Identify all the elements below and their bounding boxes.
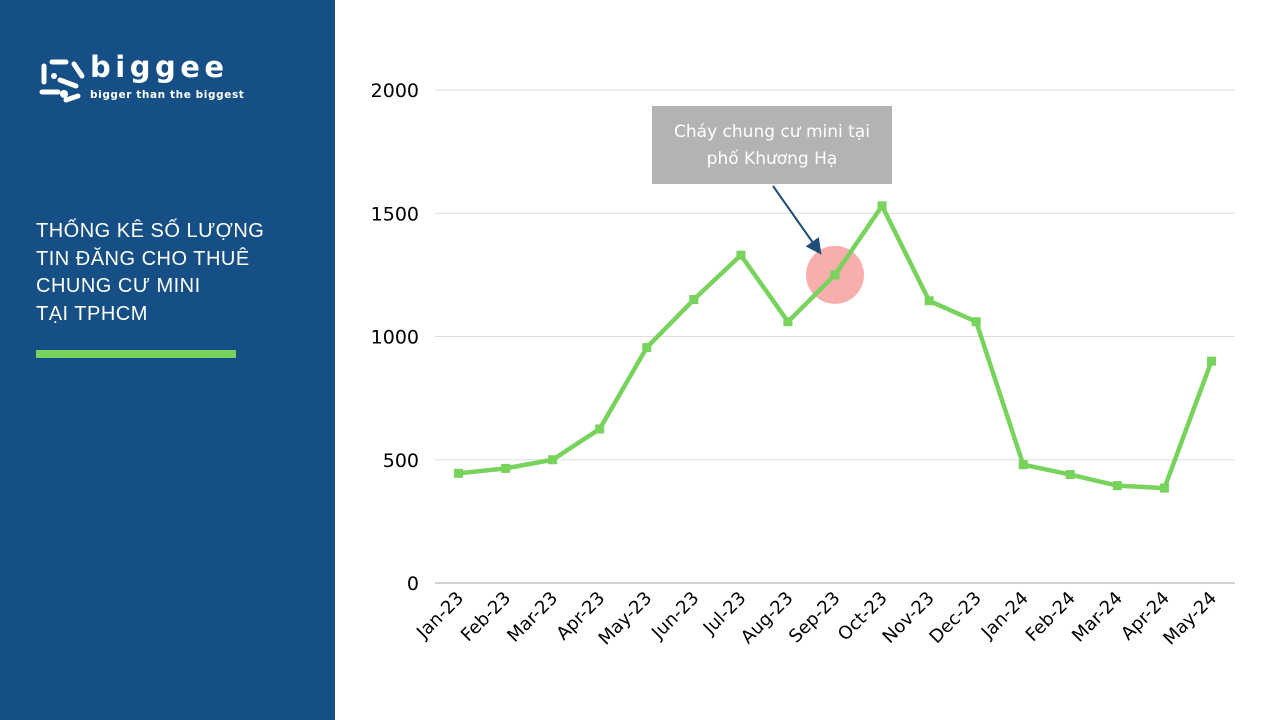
sidebar-title-line: THỐNG KÊ SỐ LƯỢNG — [36, 220, 265, 242]
data-point — [1112, 481, 1122, 491]
line-chart: 0500100015002000Jan-23Feb-23Mar-23Apr-23… — [371, 80, 1235, 650]
y-tick-label: 0 — [407, 573, 419, 595]
data-point — [1206, 356, 1216, 366]
data-point — [548, 455, 558, 465]
x-tick-label: Aug-23 — [737, 588, 797, 648]
accent-bar — [36, 350, 236, 358]
x-tick-label: Jan-23 — [412, 588, 468, 644]
data-point — [736, 250, 746, 260]
sidebar-title: THỐNG KÊ SỐ LƯỢNG TIN ĐĂNG CHO THUÊ CHUN… — [36, 218, 316, 328]
y-tick-label: 2000 — [371, 80, 419, 102]
data-point — [454, 468, 464, 478]
sidebar: biggee bigger than the biggest THỐNG KÊ … — [0, 0, 335, 720]
biggee-logo-mark-icon — [39, 59, 85, 103]
data-point — [595, 424, 605, 434]
y-tick-label: 1500 — [371, 203, 419, 225]
x-tick-label: Jan-24 — [977, 588, 1033, 644]
biggee-logo: biggee bigger than the biggest — [36, 50, 286, 108]
brand-name: biggee — [90, 50, 229, 84]
data-point — [1065, 470, 1075, 480]
x-tick-label: Mar-24 — [1068, 588, 1127, 647]
data-point — [1018, 460, 1028, 470]
x-tick-label: May-24 — [1159, 588, 1221, 650]
brand-tagline: bigger than the biggest — [90, 89, 245, 101]
sidebar-title-line: TẠI TPHCM — [36, 302, 148, 325]
data-point — [924, 296, 934, 306]
data-point — [1159, 483, 1169, 493]
x-tick-label: Mar-23 — [503, 588, 562, 647]
data-point — [501, 463, 511, 473]
x-tick-label: Sep-23 — [785, 588, 845, 648]
sidebar-title-line: TIN ĐĂNG CHO THUÊ — [36, 247, 250, 270]
x-tick-label: Dec-23 — [925, 588, 985, 648]
data-point — [971, 317, 981, 327]
x-tick-label: Nov-23 — [879, 588, 939, 648]
y-tick-label: 1000 — [371, 327, 419, 349]
data-point — [830, 270, 840, 280]
x-tick-label: May-23 — [595, 588, 657, 650]
annotation-arrow — [772, 185, 822, 255]
data-point — [877, 201, 887, 211]
x-tick-label: Feb-24 — [1022, 588, 1080, 646]
sidebar-title-line: CHUNG CƯ MINI — [36, 275, 201, 297]
x-tick-label: Jun-23 — [647, 588, 703, 644]
annotation-box — [652, 106, 892, 184]
annotation-text: Cháy chung cư mini tại — [674, 122, 870, 142]
annotation-text: phố Khương Hạ — [707, 148, 838, 169]
y-tick-label: 500 — [383, 450, 419, 472]
data-point — [783, 317, 793, 327]
x-tick-label: Feb-23 — [457, 588, 515, 646]
data-point — [642, 343, 652, 353]
data-point — [689, 295, 699, 305]
